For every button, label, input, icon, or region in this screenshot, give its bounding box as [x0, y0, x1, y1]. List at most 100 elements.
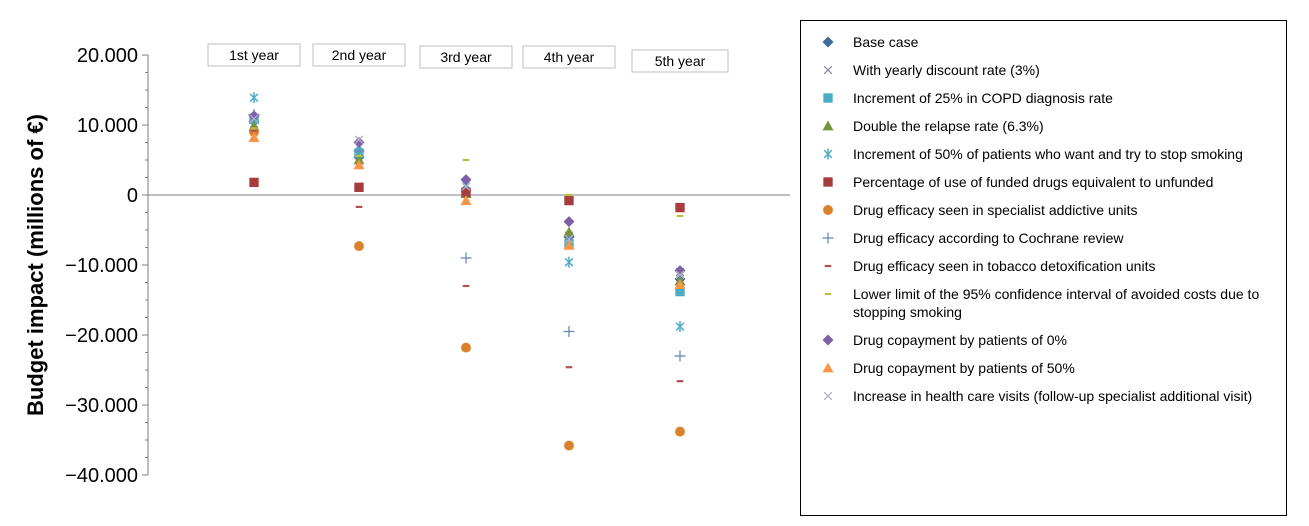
data-point: [674, 350, 686, 362]
data-point: [353, 159, 365, 170]
series-group: [249, 92, 685, 333]
data-point: [563, 239, 575, 250]
legend-label: Drug efficacy according to Cochrane revi…: [853, 230, 1124, 246]
legend-marker-shape: [823, 391, 833, 401]
data-point: [249, 114, 259, 124]
legend-item: With yearly discount rate (3%): [801, 61, 1286, 79]
legend-item: Percentage of use of funded drugs equiva…: [801, 173, 1286, 191]
data-point: [564, 256, 574, 268]
data-point: [354, 241, 364, 252]
legend-label: Double the relapse rate (6.3%): [853, 118, 1044, 134]
legend-label: Lower limit of the 95% confidence interv…: [853, 286, 1260, 320]
data-point: [675, 286, 685, 297]
legend-item: Increment of 25% in COPD diagnosis rate: [801, 89, 1286, 107]
legend-marker-shape: [823, 205, 833, 215]
series-group: [250, 129, 684, 383]
legend-label: Drug efficacy seen in specialist addicti…: [853, 202, 1138, 218]
series-group: [249, 114, 685, 297]
legend-marker-icon: [822, 362, 834, 373]
category-label: 5th year: [655, 53, 706, 69]
y-tick-label: −20.000: [65, 325, 138, 347]
data-point: [564, 195, 574, 206]
legend-marker-icon: [823, 177, 833, 187]
legend-marker-icon: [823, 93, 833, 103]
data-point: [248, 132, 260, 142]
legend-item: Drug copayment by patients of 50%: [801, 359, 1286, 377]
series-group: [248, 132, 686, 289]
chart-plot: Budget impact (millions of €) 1st year 2n…: [23, 43, 790, 487]
data-point: [563, 226, 575, 237]
legend-marker-shape: [823, 177, 833, 187]
y-tick-label: −30.000: [65, 395, 138, 417]
legend-label: Increment of 25% in COPD diagnosis rate: [853, 90, 1113, 106]
legend-item: Drug efficacy seen in tobacco detoxifica…: [801, 257, 1286, 275]
legend-item: Drug efficacy seen in specialist addicti…: [801, 201, 1286, 219]
legend-marker-icon: [824, 264, 832, 268]
data-point: [354, 182, 364, 192]
legend-marker-icon: [823, 391, 833, 401]
legend-marker-shape: [823, 148, 833, 160]
data-point: [564, 440, 574, 451]
legend-item: Increase in health care visits (follow-u…: [801, 387, 1286, 405]
data-point: [460, 174, 472, 186]
category-label-box: 5th year: [631, 49, 729, 73]
data-point: [248, 110, 260, 122]
legend-marker-shape: [822, 36, 834, 48]
legend-marker-shape: [823, 93, 833, 103]
data-point: [353, 137, 365, 148]
category-label-box: 4th year: [522, 45, 616, 69]
data-point: [675, 426, 685, 437]
y-tick-label: −40.000: [65, 465, 138, 487]
data-point: [674, 279, 686, 289]
category-label: 1st year: [229, 47, 279, 63]
data-point: [563, 216, 575, 228]
legend-item: Drug copayment by patients of 0%: [801, 331, 1286, 349]
data-point: [675, 321, 685, 333]
y-tick-label: 20.000: [77, 45, 138, 67]
y-tick-label: −10.000: [65, 255, 138, 277]
legend-label: Increment of 50% of patients who want an…: [853, 146, 1243, 162]
data-point: [249, 92, 259, 104]
legend-marker-shape: [822, 334, 834, 346]
legend-marker-icon: [823, 148, 833, 160]
legend-label: Drug copayment by patients of 0%: [853, 332, 1068, 348]
legend-marker-icon: [824, 292, 832, 296]
legend-label: Base case: [853, 34, 919, 50]
data-point: [461, 342, 471, 353]
category-label-box: 2nd year: [312, 43, 406, 67]
data-point: [461, 182, 471, 191]
data-point: [674, 265, 686, 277]
category-label-box: 1st year: [207, 43, 301, 67]
y-axis-label: Budget impact (millions of €): [23, 114, 48, 416]
data-point: [675, 202, 685, 213]
legend-marker-icon: [823, 65, 833, 75]
data-point: [564, 234, 574, 244]
legend-label: Percentage of use of funded drugs equiva…: [853, 174, 1214, 190]
legend-label: With yearly discount rate (3%): [853, 62, 1040, 78]
series-group: [248, 110, 686, 277]
legend-marker-shape: [822, 362, 834, 373]
legend-marker-shape: [823, 65, 833, 75]
data-point: [461, 187, 471, 197]
legend-marker-shape: [822, 232, 834, 244]
legend-label: Drug efficacy seen in tobacco detoxifica…: [853, 258, 1156, 274]
series-group: [248, 109, 686, 362]
legend-marker-icon: [822, 120, 834, 131]
legend-item: Lower limit of the 95% confidence interv…: [801, 285, 1286, 321]
legend-marker-icon: [822, 232, 834, 244]
legend-item: Double the relapse rate (6.3%): [801, 117, 1286, 135]
category-label-box: 3rd year: [419, 45, 513, 69]
legend-item: Drug efficacy according to Cochrane revi…: [801, 229, 1286, 247]
legend-label: Increase in health care visits (follow-u…: [853, 388, 1253, 404]
legend-label: Drug copayment by patients of 50%: [853, 360, 1075, 376]
legend-marker-icon: [823, 205, 833, 215]
legend-marker-icon: [822, 36, 834, 48]
y-tick-label: 0: [127, 185, 138, 207]
y-tick-label: 10.000: [77, 115, 138, 137]
legend-marker-icon: [822, 334, 834, 346]
data-point: [460, 195, 472, 205]
data-point: [563, 326, 575, 337]
data-point: [460, 252, 472, 264]
series-group: [249, 177, 685, 213]
data-point: [249, 177, 259, 188]
